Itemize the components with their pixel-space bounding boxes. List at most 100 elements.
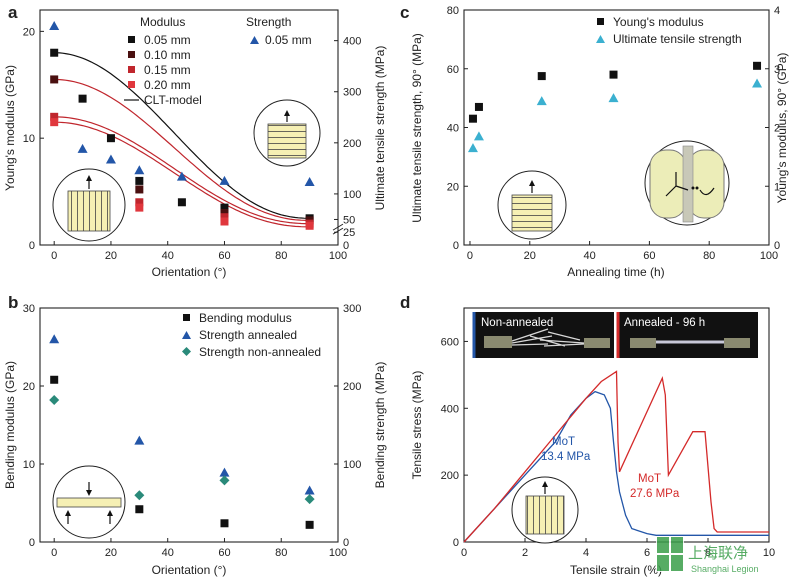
panel-b-y2-label: Bending strength (MPa) — [373, 362, 387, 489]
mot-value-non-annealed: 13.4 MPa — [541, 451, 591, 463]
y2-tick-label: 200 — [343, 138, 361, 150]
x-tick-label: 2 — [522, 547, 528, 559]
data-point-diamond — [134, 490, 145, 501]
data-point-square — [135, 185, 144, 194]
panel-a-inset-0deg — [52, 168, 126, 242]
data-point-triangle — [536, 96, 547, 106]
legend-label-2: 0.15 mm — [144, 63, 191, 77]
panel-label-a: a — [8, 3, 18, 22]
y2-tick-label: 1 — [774, 181, 780, 193]
x-tick-label: 20 — [105, 250, 117, 262]
data-point-square — [106, 134, 115, 143]
legend-label-1: 0.10 mm — [144, 48, 191, 62]
legend-marker-strength — [250, 36, 259, 44]
panel-d-curves — [463, 370, 769, 543]
x-tick-label: 80 — [703, 250, 715, 262]
legend-c-label-1: Ultimate tensile strength — [613, 32, 742, 46]
y2-tick-label: 0 — [774, 240, 780, 252]
panel-b-y-label: Bending modulus (GPa) — [3, 361, 17, 489]
data-point-square — [135, 198, 144, 207]
panel-d-inset-0deg — [511, 476, 579, 544]
data-point-triangle — [304, 485, 315, 495]
data-point-triangle — [304, 176, 315, 186]
legend-model-label: CLT-model — [144, 93, 202, 107]
panel-c-x-ticks: 0 20 40 60 80 100 — [467, 241, 778, 262]
watermark-text: 上海联净 — [688, 544, 748, 562]
panel-a-y2-label: Ultimate tensile strength (MPa) — [373, 46, 387, 211]
panel-a-y-ticks: 0 10 20 — [23, 26, 44, 252]
legend-label-3: 0.20 mm — [144, 78, 191, 92]
panel-c-inset-90deg — [497, 170, 567, 240]
y-tick-label: 0 — [453, 240, 459, 252]
panel-c-y-ticks: 0 20 40 60 80 — [447, 5, 468, 252]
legend-b-label-1: Strength annealed — [199, 328, 297, 342]
mot-label-annealed: MoT — [638, 473, 661, 485]
inset-label-annealed: Annealed - 96 h — [624, 317, 705, 329]
legend-c-marker-0 — [597, 18, 604, 25]
data-point-diamond — [49, 395, 60, 406]
mot-value-annealed: 27.6 MPa — [630, 488, 680, 500]
data-point-square — [220, 208, 229, 217]
panel-d-y-label: Tensile stress (MPa) — [410, 371, 424, 480]
data-point-square — [50, 48, 59, 57]
data-point-square — [305, 221, 314, 230]
panel-c-y2-label: Young's modulus, 90° (GPa) — [775, 53, 789, 204]
axis-break-mark — [332, 223, 344, 235]
x-tick-label: 80 — [275, 250, 287, 262]
data-point-triangle — [608, 93, 619, 103]
series-line — [463, 370, 769, 543]
y-tick-label: 30 — [23, 303, 35, 315]
legend-b-label-0: Bending modulus — [199, 311, 292, 325]
data-point-triangle — [77, 143, 88, 153]
x-tick-label: 60 — [218, 547, 230, 559]
legend-c-label-0: Young's modulus — [613, 15, 704, 29]
y2-tick-label: 100 — [343, 189, 361, 201]
panel-d-photo-non-annealed: Non-annealed — [472, 312, 614, 358]
x-tick-label: 60 — [218, 250, 230, 262]
y2-tick-label: 300 — [343, 87, 361, 99]
data-point-square — [220, 213, 229, 222]
x-tick-label: 60 — [643, 250, 655, 262]
data-point-square — [177, 198, 186, 207]
panel-a-y-label: Young's modulus (GPa) — [3, 65, 17, 191]
y2-tick-label: 4 — [774, 5, 780, 17]
legend-marker-3 — [128, 81, 135, 88]
x-tick-label: 100 — [760, 250, 778, 262]
data-point-square — [50, 112, 59, 121]
panel-c-data-points — [467, 61, 763, 153]
panel-d-x-ticks: 0 2 4 6 8 10 — [461, 538, 775, 559]
legend-b-marker-2 — [182, 347, 191, 356]
data-point-triangle — [176, 171, 187, 181]
data-point-square — [50, 375, 59, 384]
panel-c-y-label: Ultimate tensile strength, 90° (MPa) — [410, 33, 424, 223]
data-point-triangle — [49, 334, 60, 344]
panel-b-x-label: Orientation (°) — [152, 563, 227, 577]
panel-label-d: d — [400, 293, 410, 312]
legend-marker-2 — [128, 66, 135, 73]
legend-title-strength: Strength — [246, 15, 291, 29]
data-point-triangle — [49, 21, 60, 31]
x-tick-label: 6 — [644, 547, 650, 559]
x-tick-label: 10 — [763, 547, 775, 559]
x-tick-label: 40 — [162, 547, 174, 559]
data-point-square — [50, 75, 59, 84]
panel-a-x-ticks: 0 20 40 60 80 100 — [51, 241, 347, 262]
y-tick-label: 0 — [29, 240, 35, 252]
data-point-square — [78, 94, 87, 103]
legend-marker-1 — [128, 51, 135, 58]
panel-b-data-points — [49, 334, 315, 529]
panel-c-legend: Young's modulus Ultimate tensile strengt… — [596, 15, 742, 46]
panel-c-inset-hydrogen-bond — [644, 140, 730, 226]
panel-d-y-ticks: 0 200 400 600 — [441, 336, 468, 549]
panel-c: 0 20 40 60 80 100 0 20 40 60 80 0 1 2 3 4 Annealing t… — [410, 5, 789, 279]
y2-tick-label: 50 — [343, 214, 355, 226]
y2-tick-label: 3 — [774, 64, 780, 76]
data-point-square — [753, 61, 762, 70]
legend-b-marker-0 — [183, 314, 190, 321]
data-point-square — [609, 70, 618, 79]
y2-tick-label: 200 — [343, 381, 361, 393]
